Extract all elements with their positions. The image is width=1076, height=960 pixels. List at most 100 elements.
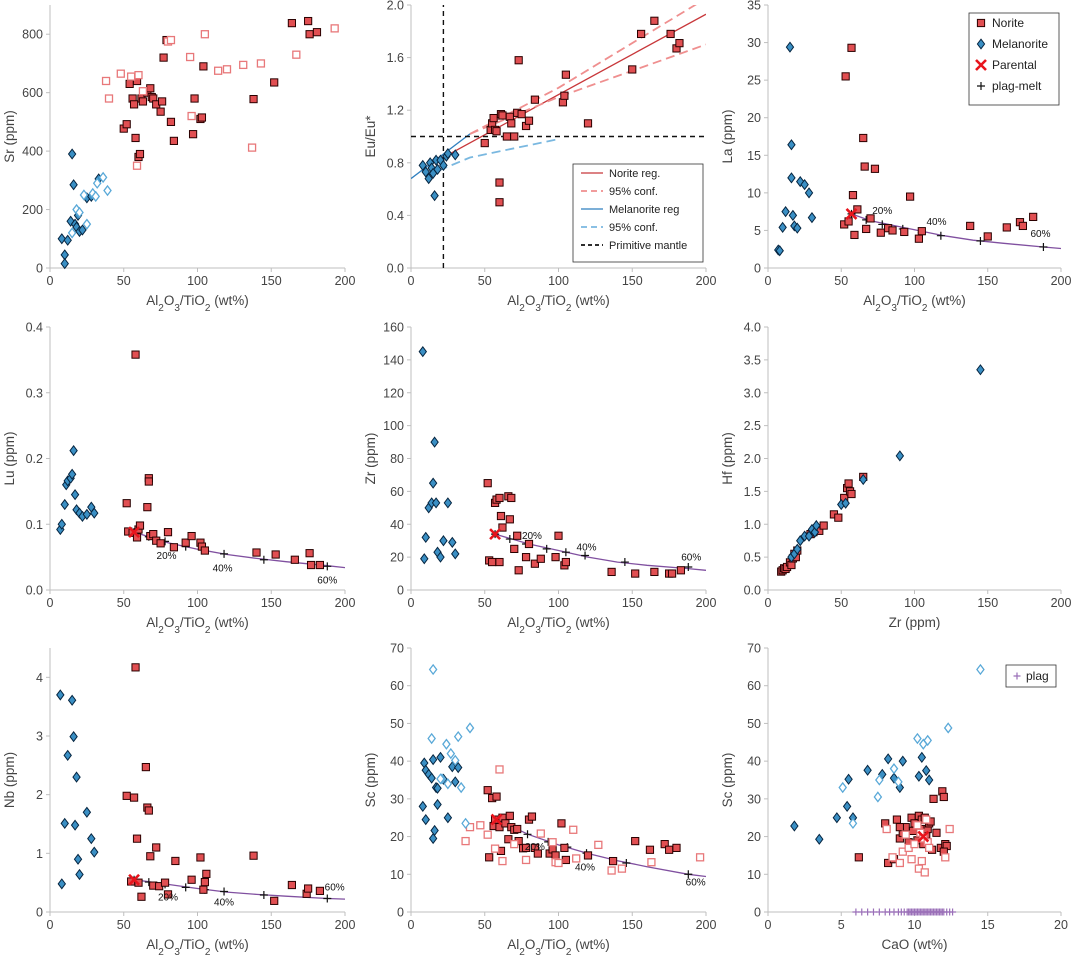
norite-point [505, 811, 514, 820]
norite-point [847, 489, 856, 499]
norite-point [483, 786, 492, 795]
x-axis-label: Al2O3/TiO2 (wt%) [146, 937, 248, 958]
norite-point [156, 539, 165, 548]
x-tick-label: 200 [335, 596, 356, 610]
x-tick-label: 100 [548, 918, 569, 932]
norite-point [496, 511, 506, 521]
fraction-label: 60% [686, 878, 706, 889]
x-axis-label: Al2O3/TiO2 (wt%) [507, 293, 609, 314]
x-tick-label: 150 [261, 274, 282, 288]
norite-point [530, 95, 539, 104]
melanorite-point [439, 535, 448, 547]
x-tick-label: 150 [261, 596, 282, 610]
series-parental [489, 528, 501, 541]
melanorite-point [781, 206, 790, 218]
x-axis-label: CaO (wt%) [881, 937, 947, 952]
melanorite-point [60, 257, 69, 270]
norite-point [870, 164, 880, 173]
norite-point [665, 845, 674, 854]
melanorite_open-point [848, 817, 858, 830]
melanorite-point [793, 222, 802, 234]
series-melanorite [787, 364, 985, 563]
x-tick-label: 150 [977, 274, 998, 288]
melanorite-point [57, 878, 67, 890]
x-tick-label: 50 [478, 274, 492, 288]
series-parental [917, 830, 930, 843]
chart-panel-3: 0 50 100 150 200 0 5 10 15 20 25 30 35 Al2O3/TiO2 (wt… [720, 0, 1071, 314]
norite_open-point [256, 59, 266, 68]
melanorite_open-point [67, 227, 77, 239]
norite-point [859, 133, 868, 143]
melanorite-point [895, 450, 905, 462]
norite-point [514, 56, 523, 65]
norite-point [517, 110, 526, 119]
norite-point [480, 138, 489, 148]
melanorite-point [428, 832, 438, 845]
norite-point [847, 43, 856, 52]
y-tick-label: 2.0 [744, 452, 761, 466]
x-tick-label: 150 [261, 918, 282, 932]
melanorite_open-point [427, 732, 436, 745]
legend-box [572, 163, 704, 263]
norite-point [166, 117, 176, 126]
norite-point [249, 94, 258, 104]
fraction-label: 40% [214, 898, 234, 909]
norite-point [200, 877, 209, 887]
melanorite-point [443, 147, 453, 160]
norite_open-point [104, 94, 114, 103]
x-axis-label: Al2O3/TiO2 (wt%) [507, 615, 609, 636]
melanorite-point [443, 812, 453, 824]
y-tick-label: 10 [747, 186, 761, 200]
melanorite_open-point [923, 734, 933, 747]
melanorite-point [453, 761, 463, 774]
legend-label: Norite reg. [609, 168, 660, 180]
norite-point [305, 549, 314, 558]
plag-melt-tick [259, 890, 268, 899]
series-melanorite-open [67, 171, 112, 239]
series-norite [854, 787, 951, 868]
y-tick-label: 80 [390, 452, 404, 466]
fraction-label: 40% [926, 217, 946, 228]
series-parental [845, 207, 858, 220]
norite-point [854, 853, 863, 862]
fraction-label: 60% [317, 575, 337, 586]
norite-point [495, 557, 504, 567]
norite-point [160, 878, 170, 887]
y-tick-label: 40 [390, 518, 404, 532]
melanorite-point [796, 175, 805, 188]
melanorite-point [421, 813, 430, 826]
legend-box [1005, 664, 1057, 688]
melanorite_open-point [428, 663, 438, 676]
y-tick-label: 4 [36, 671, 43, 685]
legend: Norite Melanorite Parental plag-melt [968, 12, 1060, 106]
melanorite_open-point [453, 730, 463, 743]
norite-point [521, 553, 531, 562]
x-tick-label: 200 [1051, 274, 1072, 288]
fraction-label: 40% [575, 863, 595, 874]
norite-point [158, 97, 167, 106]
norite-point [188, 130, 198, 139]
melanorite-point [790, 820, 799, 832]
norite-point [492, 127, 501, 136]
chart-panel-7: 0 50 100 150 200 0 1 2 3 4 Al2O3/TiO2 (wt%) Nb (ppm… [2, 648, 355, 958]
melanorite-point [75, 868, 84, 881]
norite-point [551, 553, 560, 562]
norite-point [848, 191, 858, 200]
norite-point [672, 843, 681, 852]
norite_open-point [222, 65, 232, 74]
norite-point [895, 823, 904, 832]
melanorite-point [56, 689, 65, 701]
norite-point [607, 567, 616, 577]
melanorite_open-point [875, 774, 884, 786]
norite-point [561, 557, 570, 567]
x-tick-label: 50 [834, 596, 848, 610]
norite_open-point [134, 70, 143, 80]
y-tick-label: 1 [36, 847, 43, 861]
fraction-label: 20% [872, 206, 892, 217]
melanorite_open-point [976, 663, 985, 676]
norite-point [834, 513, 843, 522]
series-melanorite [774, 41, 817, 257]
norite_open-point [548, 838, 557, 847]
norite-point [914, 234, 923, 243]
x-axis-label: Zr (ppm) [889, 615, 941, 630]
